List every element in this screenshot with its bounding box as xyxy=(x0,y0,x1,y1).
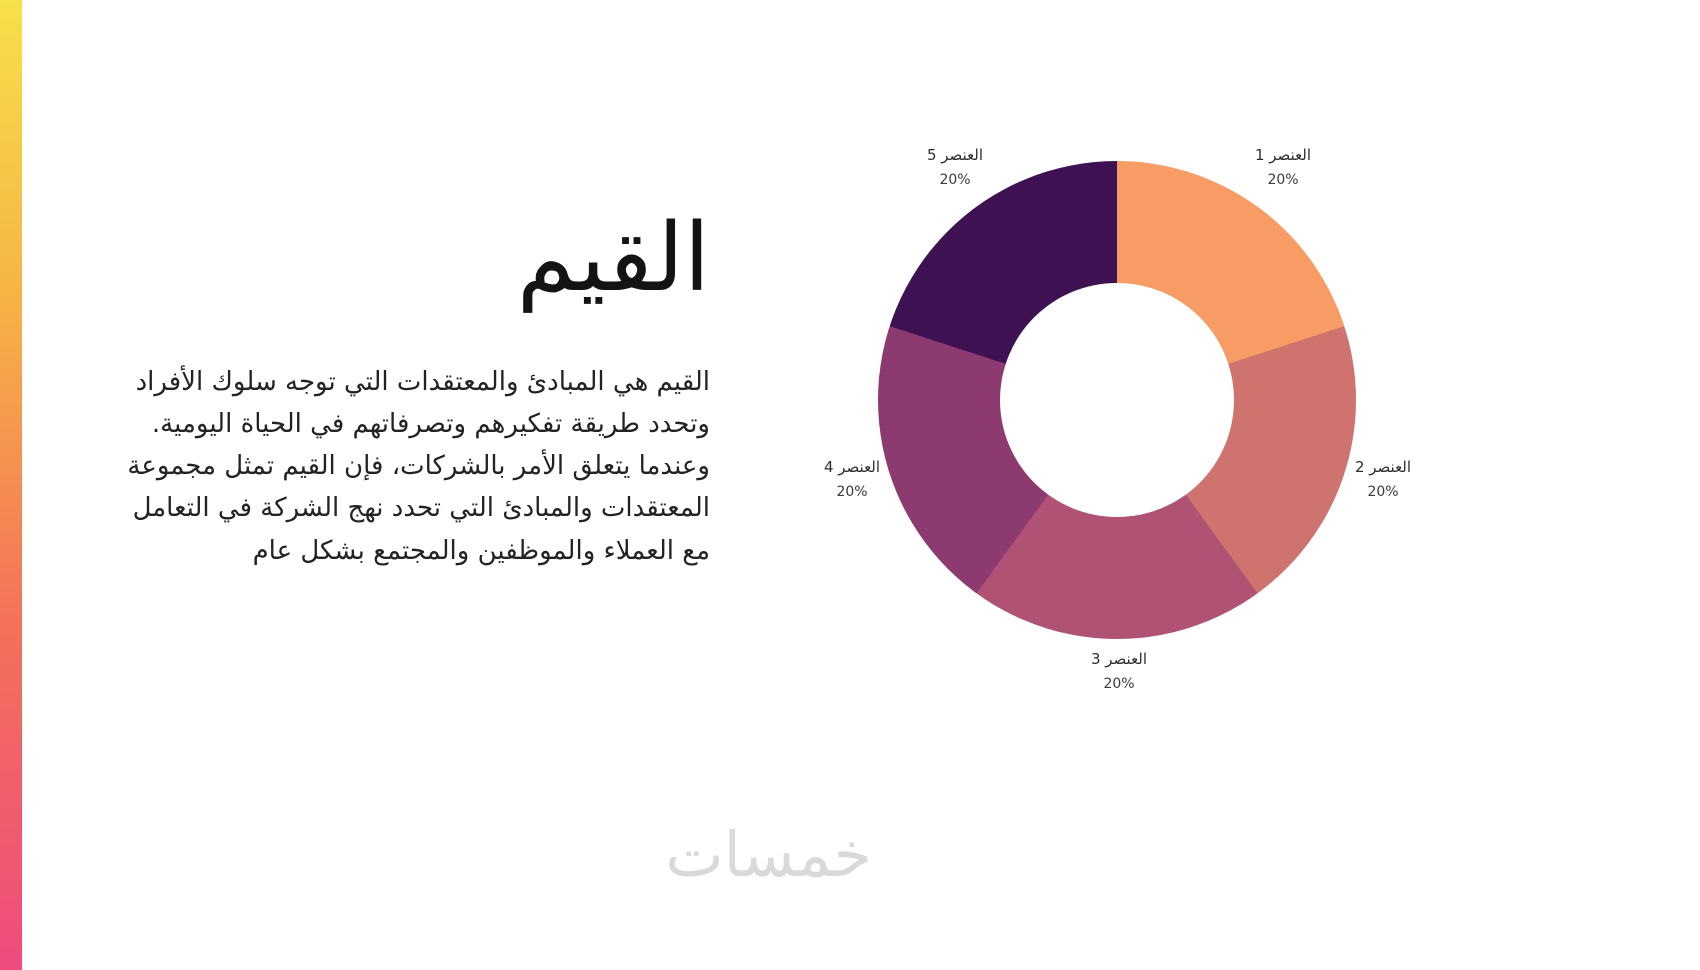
chart-label-name: العنصر 1 xyxy=(1254,146,1312,164)
chart-label-1: العنصر 1 20% xyxy=(1238,146,1328,188)
accent-gradient-strip xyxy=(0,0,22,970)
chart-label-name: العنصر 2 xyxy=(1354,458,1412,476)
chart-label-3: العنصر 3 20% xyxy=(1074,650,1164,692)
slide-title: القيم xyxy=(516,204,710,313)
chart-label-value: 20% xyxy=(1103,676,1135,692)
chart-label-5: العنصر 5 20% xyxy=(910,146,1000,188)
watermark-logo: خمسات xyxy=(665,818,872,891)
chart-label-value: 20% xyxy=(1367,484,1399,500)
chart-label-value: 20% xyxy=(1267,172,1299,188)
chart-label-name: العنصر 5 xyxy=(926,146,984,164)
chart-label-name: العنصر 3 xyxy=(1090,650,1148,668)
chart-label-name: العنصر 4 xyxy=(823,458,881,476)
text-block: القيم القيم هي المبادئ والمعتقدات التي ت… xyxy=(110,204,710,572)
chart-label-4: العنصر 4 20% xyxy=(807,458,897,500)
donut-hole xyxy=(1000,283,1234,517)
donut-chart xyxy=(878,161,1356,639)
slide-paragraph: القيم هي المبادئ والمعتقدات التي توجه سل… xyxy=(127,367,710,566)
chart-label-value: 20% xyxy=(836,484,868,500)
chart-label-value: 20% xyxy=(939,172,971,188)
chart-label-2: العنصر 2 20% xyxy=(1338,458,1428,500)
